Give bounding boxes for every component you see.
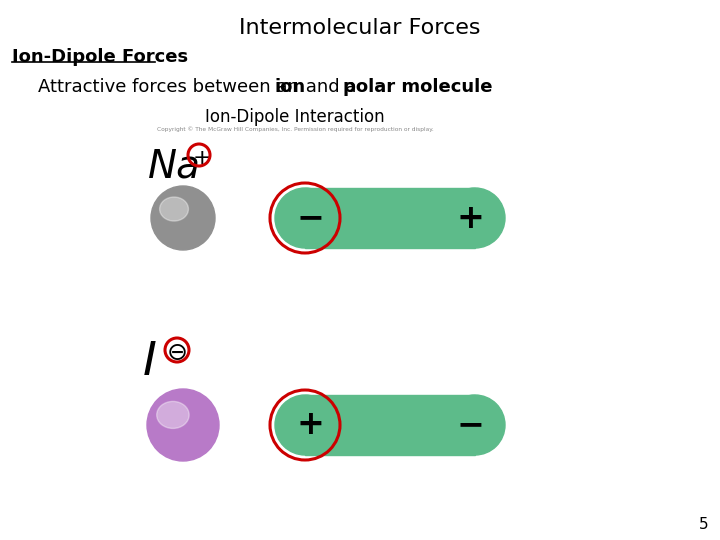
Text: 5: 5 bbox=[698, 517, 708, 532]
Bar bbox=[305, 395, 475, 455]
Text: +: + bbox=[296, 408, 324, 442]
Text: and a: and a bbox=[300, 78, 362, 96]
Text: Na: Na bbox=[148, 148, 201, 186]
Text: Copyright © The McGraw Hill Companies, Inc. Permission required for reproduction: Copyright © The McGraw Hill Companies, I… bbox=[157, 126, 433, 132]
Text: I: I bbox=[143, 340, 157, 385]
Bar bbox=[305, 188, 475, 248]
Text: Intermolecular Forces: Intermolecular Forces bbox=[239, 18, 481, 38]
Ellipse shape bbox=[445, 395, 505, 455]
Text: +: + bbox=[456, 201, 484, 234]
Text: polar molecule: polar molecule bbox=[343, 78, 492, 96]
Ellipse shape bbox=[157, 401, 189, 428]
Text: ⊖: ⊖ bbox=[167, 341, 188, 365]
Text: +: + bbox=[193, 148, 212, 168]
Text: ion: ion bbox=[275, 78, 306, 96]
Ellipse shape bbox=[151, 186, 215, 250]
Text: Ion-Dipole Interaction: Ion-Dipole Interaction bbox=[205, 108, 384, 126]
Text: −: − bbox=[456, 408, 484, 442]
Text: Attractive forces between an: Attractive forces between an bbox=[38, 78, 305, 96]
Text: −: − bbox=[296, 201, 324, 234]
Ellipse shape bbox=[275, 188, 335, 248]
Ellipse shape bbox=[147, 389, 219, 461]
Ellipse shape bbox=[160, 197, 189, 221]
Ellipse shape bbox=[445, 188, 505, 248]
Ellipse shape bbox=[275, 395, 335, 455]
Text: Ion-Dipole Forces: Ion-Dipole Forces bbox=[12, 48, 188, 66]
